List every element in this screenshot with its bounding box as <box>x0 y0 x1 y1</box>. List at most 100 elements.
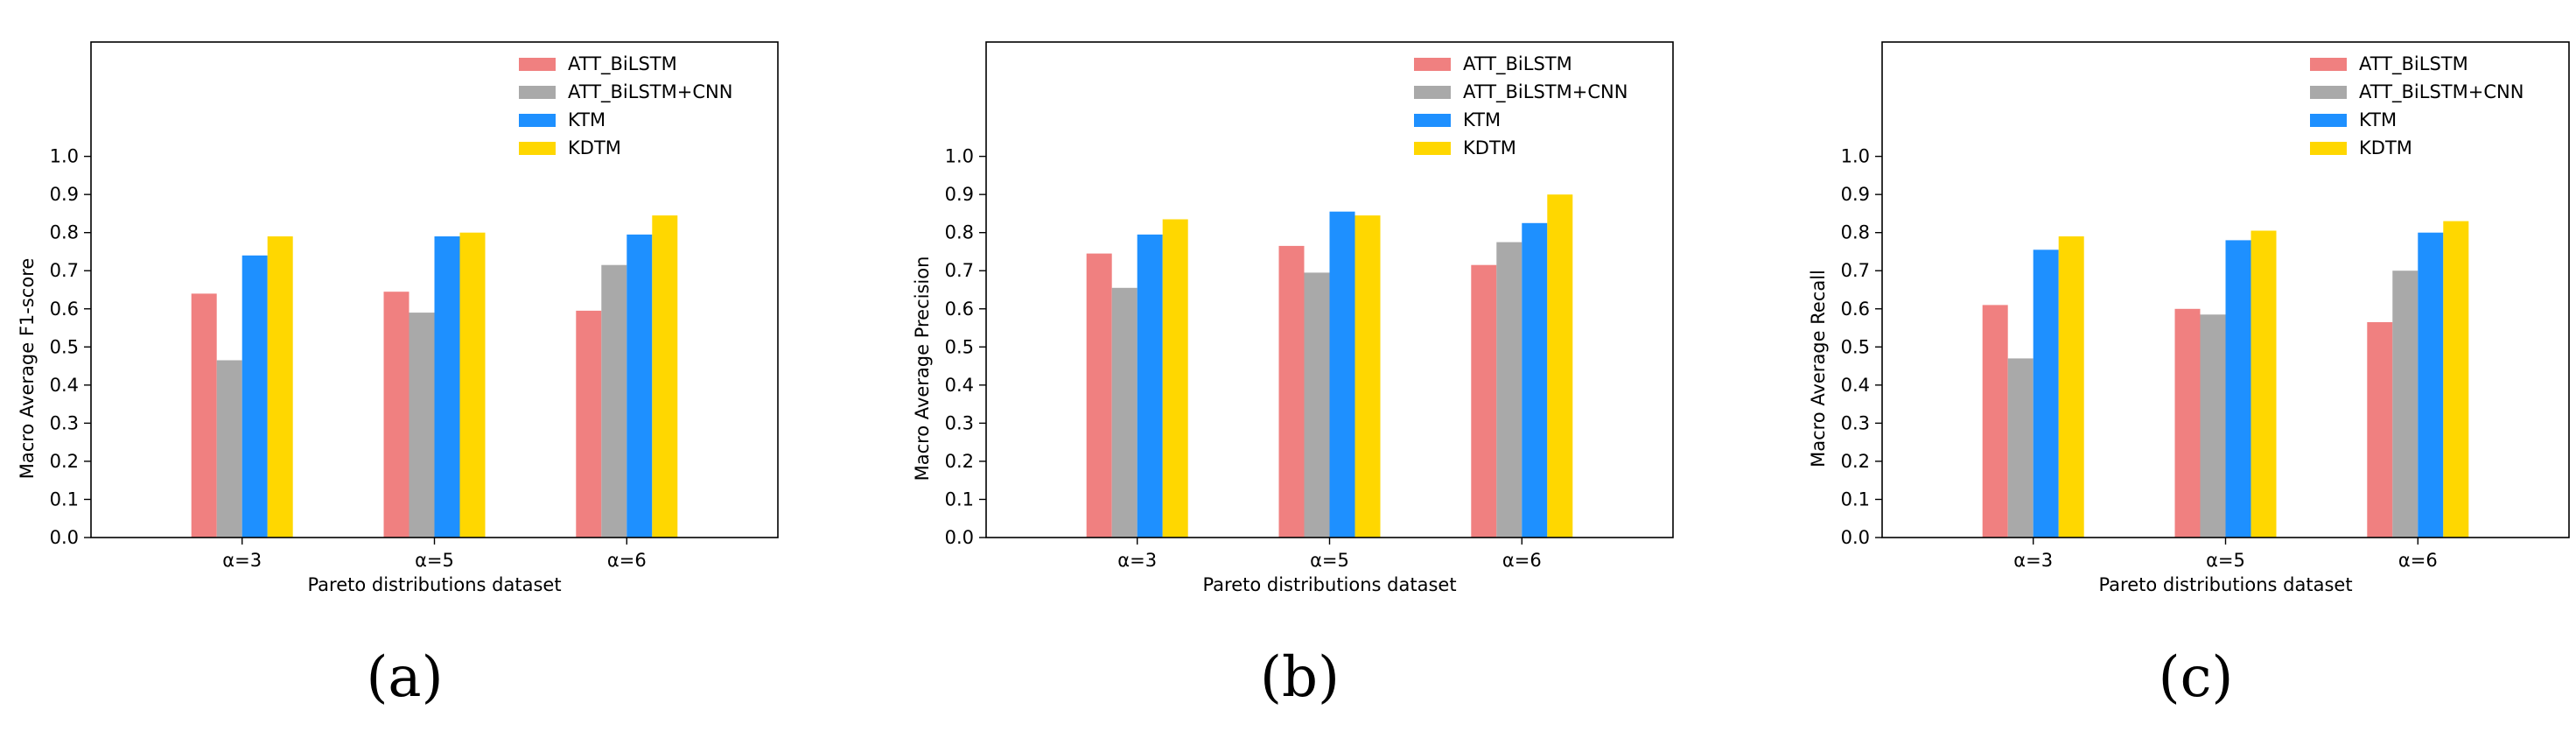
x-tick-label: α=5 <box>2206 550 2245 571</box>
bar-ktm-3 <box>626 234 653 538</box>
x-tick-label: α=6 <box>1502 550 1542 571</box>
legend-label: KTM <box>568 109 606 130</box>
x-tick-label: α=6 <box>607 550 647 571</box>
panel-label: (c) <box>2159 645 2234 710</box>
y-tick-label: 0.7 <box>50 260 79 281</box>
bar-kdtm-2 <box>1354 215 1381 538</box>
bar-ktm-3 <box>2418 232 2444 538</box>
bar-att-bilstm-cnn-2 <box>409 313 435 538</box>
legend-label: ATT_BiLSTM+CNN <box>1463 81 1628 103</box>
legend-label: ATT_BiLSTM <box>568 53 677 75</box>
bar-kdtm-2 <box>2250 230 2277 538</box>
y-tick-label: 0.6 <box>945 299 974 320</box>
x-axis-label: Pareto distributions dataset <box>307 574 561 595</box>
y-tick-label: 0.2 <box>1841 451 1870 472</box>
y-tick-label: 0.8 <box>1841 222 1870 243</box>
y-tick-label: 0.5 <box>1841 336 1870 357</box>
legend-swatch <box>1414 142 1451 155</box>
bar-kdtm-3 <box>1547 194 1573 538</box>
y-tick-label: 0.4 <box>945 375 974 396</box>
y-tick-label: 1.0 <box>945 146 974 167</box>
bar-kdtm-1 <box>2058 236 2084 538</box>
y-tick-label: 1.0 <box>50 146 79 167</box>
chart-panel-1: 0.0 0.1 0.2 0.3 0.4 0.5 0.6 0.7 0.8 0.9 1.0 α=3 α=5 α… <box>17 41 779 710</box>
bar-att-bilstm-cnn-2 <box>2200 314 2226 538</box>
legend-label: KDTM <box>2359 137 2412 158</box>
y-tick-label: 0.9 <box>945 184 974 205</box>
y-tick-label: 0.5 <box>945 336 974 357</box>
bar-att-bilstm-cnn-1 <box>2007 358 2034 538</box>
y-tick-label: 0.8 <box>50 222 79 243</box>
y-tick-label: 0.9 <box>1841 184 1870 205</box>
chart-panel-2: 0.0 0.1 0.2 0.3 0.4 0.5 0.6 0.7 0.8 0.9 1.0 α=3 α=5 α… <box>912 41 1674 710</box>
bar-kdtm-1 <box>1162 219 1188 538</box>
legend-swatch <box>2310 142 2347 155</box>
y-tick-label: 0.0 <box>50 527 79 548</box>
legend-label: KDTM <box>1463 137 1516 158</box>
bar-att-bilstm-2 <box>383 292 410 538</box>
bar-ktm-3 <box>1522 222 1548 538</box>
bar-kdtm-3 <box>2443 221 2469 538</box>
bar-att-bilstm-cnn-1 <box>1111 287 1138 538</box>
y-tick-label: 0.3 <box>50 412 79 433</box>
bar-att-bilstm-1 <box>1086 253 1112 538</box>
legend-swatch <box>519 114 556 127</box>
legend-swatch <box>2310 86 2347 99</box>
y-tick-label: 0.0 <box>945 527 974 548</box>
y-tick-label: 1.0 <box>1841 146 1870 167</box>
y-tick-label: 0.7 <box>1841 260 1870 281</box>
legend-label: KDTM <box>568 137 621 158</box>
bar-att-bilstm-3 <box>1471 264 1497 538</box>
bar-kdtm-3 <box>652 215 678 538</box>
x-axis-label: Pareto distributions dataset <box>2098 574 2352 595</box>
y-tick-label: 0.2 <box>50 451 79 472</box>
y-tick-label: 0.4 <box>50 375 79 396</box>
y-tick-label: 0.5 <box>50 336 79 357</box>
bar-att-bilstm-2 <box>2174 308 2201 538</box>
x-tick-label: α=6 <box>2398 550 2438 571</box>
y-tick-label: 0.8 <box>945 222 974 243</box>
x-tick-label: α=3 <box>2013 550 2053 571</box>
panel-label: (b) <box>1260 645 1340 710</box>
y-axis-label: Macro Average F1-score <box>17 258 38 480</box>
x-tick-label: α=3 <box>222 550 262 571</box>
y-axis-label: Macro Average Recall <box>1808 270 1829 467</box>
legend-label: KTM <box>2359 109 2397 130</box>
bar-kdtm-2 <box>459 232 486 538</box>
bar-ktm-1 <box>242 255 268 538</box>
legend-swatch <box>2310 114 2347 127</box>
bar-att-bilstm-cnn-1 <box>216 360 242 538</box>
legend-swatch <box>1414 114 1451 127</box>
legend-swatch <box>2310 58 2347 71</box>
y-tick-label: 0.1 <box>945 489 974 510</box>
bar-ktm-2 <box>434 236 460 538</box>
legend-label: ATT_BiLSTM+CNN <box>2359 81 2524 103</box>
legend-swatch <box>1414 86 1451 99</box>
bar-ktm-2 <box>2225 240 2251 538</box>
bar-ktm-1 <box>1137 234 1163 538</box>
x-tick-label: α=5 <box>415 550 454 571</box>
y-axis-label: Macro Average Precision <box>912 257 933 481</box>
panel-label: (a) <box>366 645 443 710</box>
legend-label: ATT_BiLSTM+CNN <box>568 81 732 103</box>
legend-swatch <box>1414 58 1451 71</box>
bar-att-bilstm-3 <box>2367 322 2393 538</box>
y-tick-label: 0.0 <box>1841 527 1870 548</box>
x-tick-label: α=3 <box>1117 550 1157 571</box>
x-tick-label: α=5 <box>1310 550 1349 571</box>
y-tick-label: 0.6 <box>1841 299 1870 320</box>
bar-att-bilstm-1 <box>1982 305 2008 538</box>
bar-ktm-2 <box>1329 211 1355 538</box>
legend-label: ATT_BiLSTM <box>1463 53 1572 75</box>
y-tick-label: 0.9 <box>50 184 79 205</box>
y-tick-label: 0.1 <box>1841 489 1870 510</box>
bar-att-bilstm-cnn-3 <box>601 264 627 538</box>
y-tick-label: 0.3 <box>945 412 974 433</box>
legend-label: KTM <box>1463 109 1501 130</box>
legend-swatch <box>519 58 556 71</box>
y-tick-label: 0.3 <box>1841 412 1870 433</box>
bar-att-bilstm-cnn-2 <box>1304 272 1330 538</box>
y-tick-label: 0.7 <box>945 260 974 281</box>
x-axis-label: Pareto distributions dataset <box>1202 574 1456 595</box>
